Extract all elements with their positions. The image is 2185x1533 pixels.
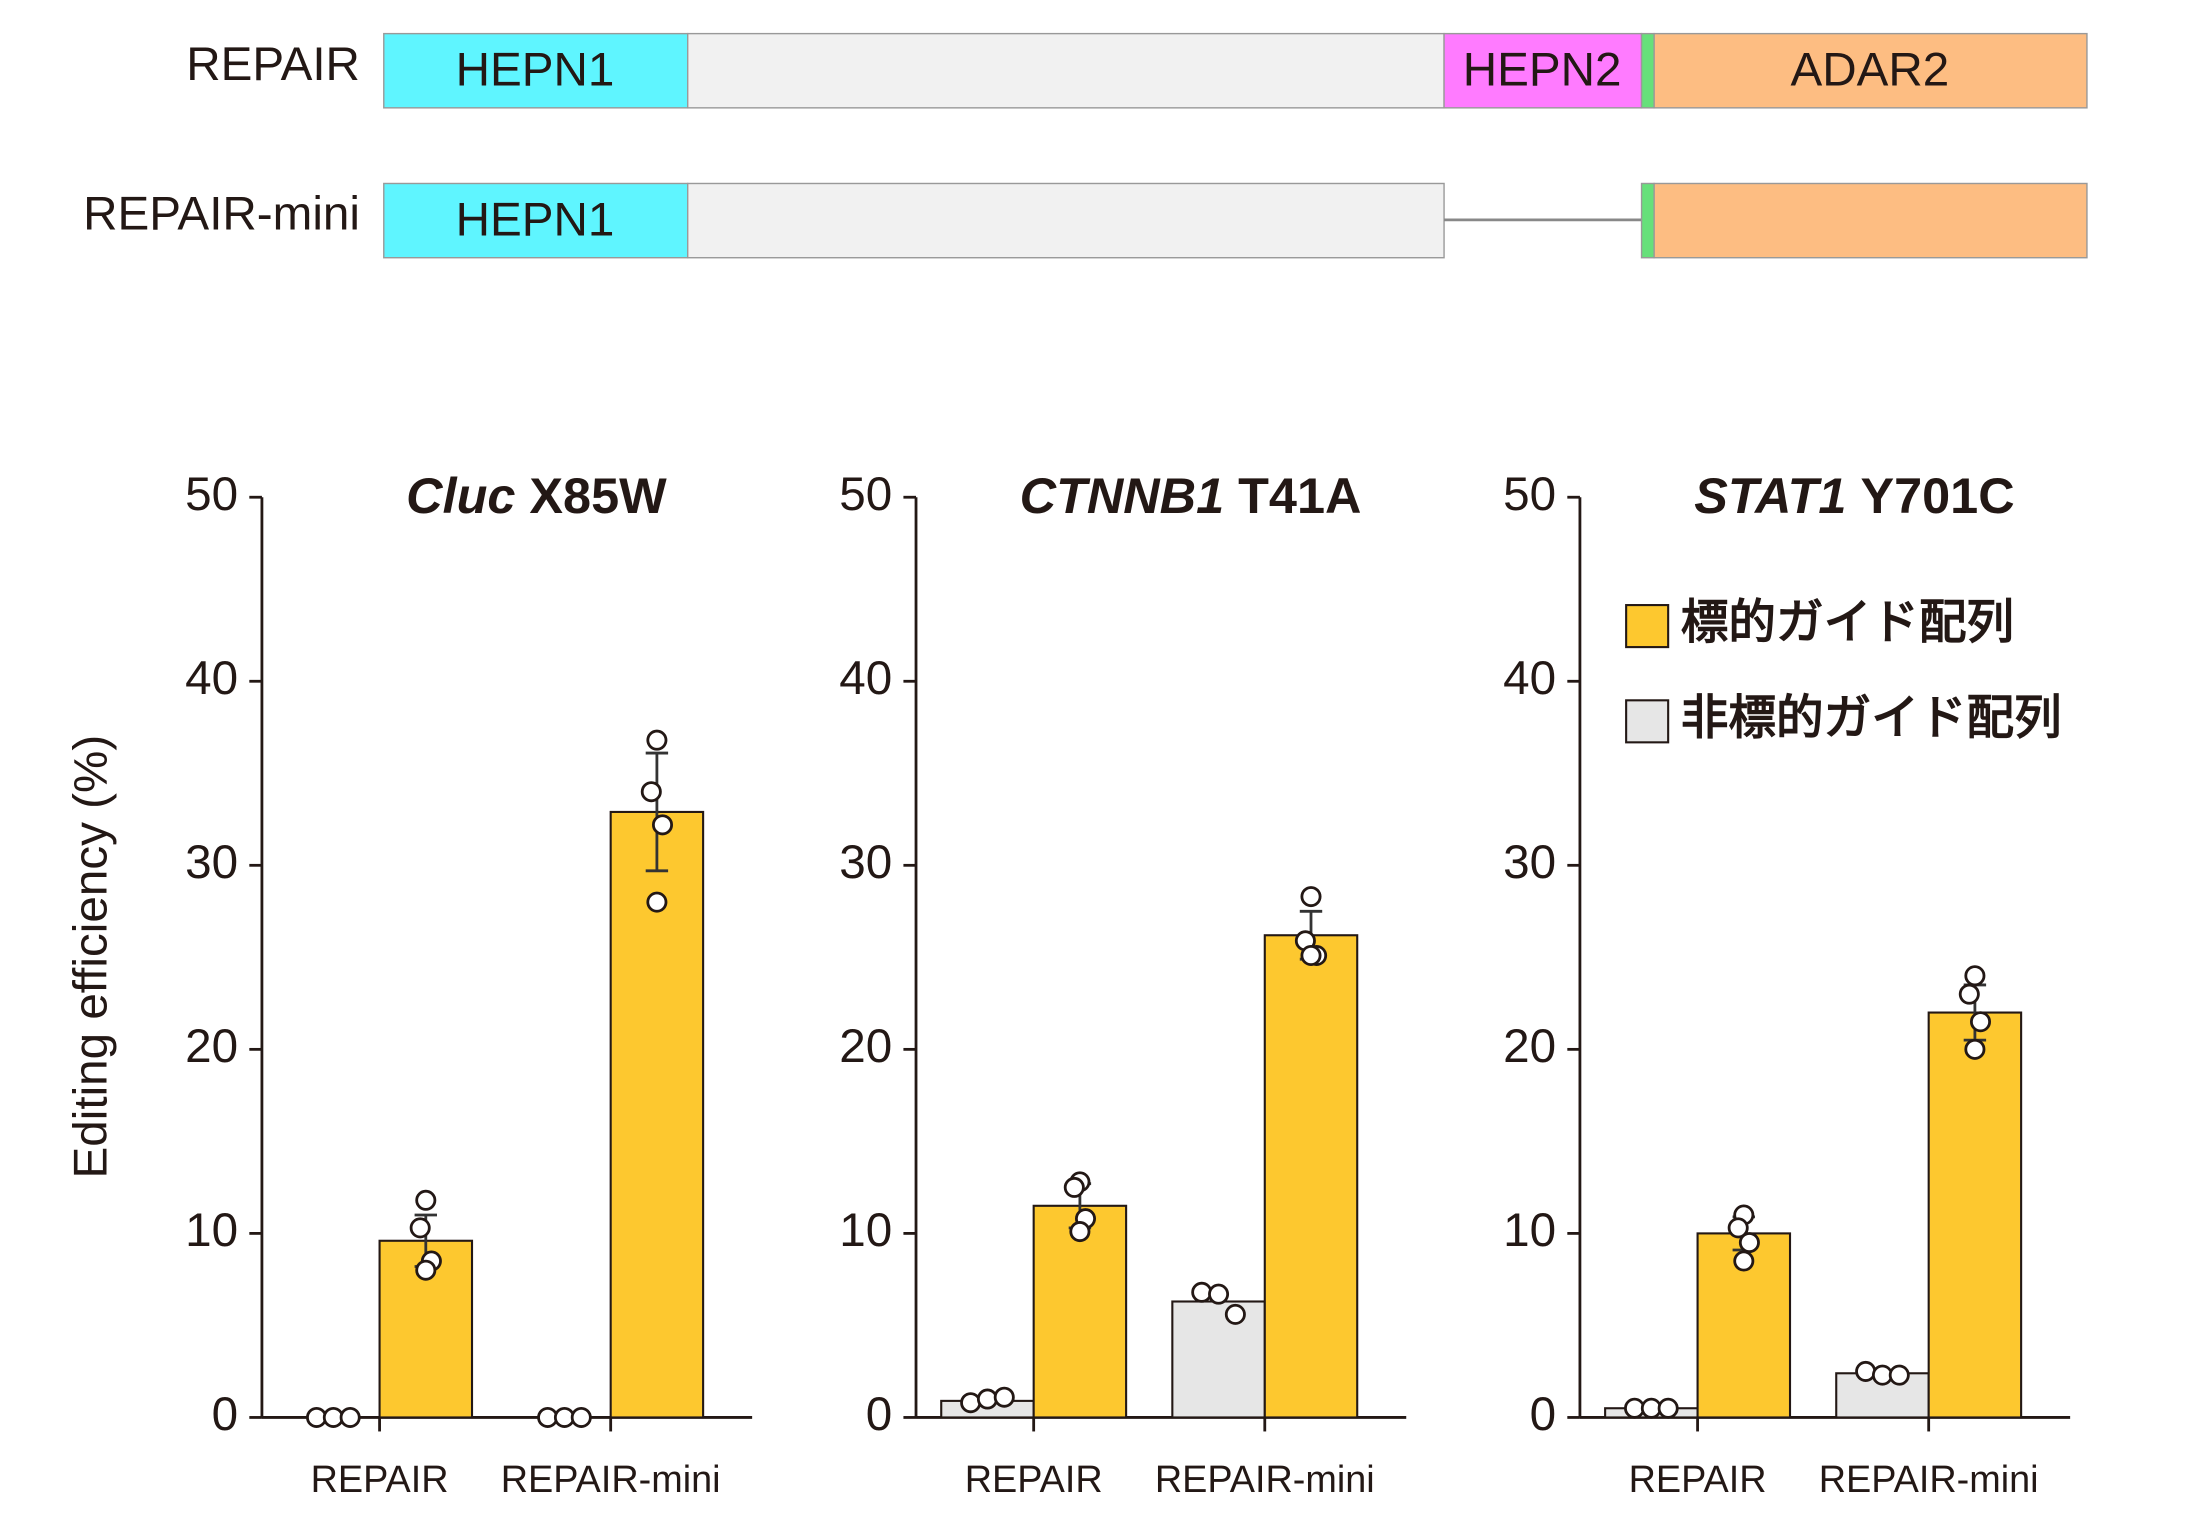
y-tick-label: 40 [1503,652,1556,705]
bar [1263,934,1359,1419]
data-point [1657,1397,1679,1419]
y-tick-label: 40 [185,652,238,705]
domain-diagram: REPAIR HEPN1 HEPN2 ADAR2 REPAIR-mini HEP… [83,32,2088,259]
domain [383,32,689,109]
data-point [1738,1232,1760,1254]
data-point [1300,944,1322,967]
data-point [993,1386,1015,1408]
legend-label: 標的ガイド配列 [1681,597,2014,650]
data-point [1069,1221,1091,1243]
domain [687,32,1445,109]
data-point [1191,1281,1213,1303]
domain [1653,32,2088,109]
linker [1640,182,1655,259]
y-tick-label: 0 [1530,1388,1556,1441]
domain-label: HEPN1 [456,193,615,246]
chart: Cluc X85W 0 10 20 30 40 50 REPAIR REPAIR-mini [185,467,753,1501]
data-point [646,729,668,751]
y-tick-label: 10 [185,1204,238,1257]
y-tick-label: 20 [185,1020,238,1073]
data-point [1063,1176,1085,1198]
chart-title: STAT1 Y701C [1694,467,2014,524]
data-point [1970,1011,1992,1033]
x-tick-label: REPAIR [1629,1459,1767,1501]
data-point [1733,1250,1755,1272]
domain-label: HEPN2 [1463,43,1622,96]
data-point [415,1259,437,1281]
data-point [1958,983,1980,1005]
domain-label: ADAR2 [1790,43,1949,96]
y-tick-label: 30 [839,836,892,889]
domain [1653,182,2088,259]
data-point [1224,1303,1246,1325]
title-site: Y701C [1860,467,2014,524]
chart-title: CTNNB1 T41A [1020,467,1362,524]
linker [1640,32,1655,109]
x-tick-label: REPAIR-mini [1155,1459,1375,1501]
data-point [976,1388,998,1410]
data-point [409,1217,431,1239]
legend-label: 非標的ガイド配列 [1681,692,2062,745]
data-point [1855,1360,1877,1382]
domain [1443,32,1643,109]
data-point [570,1406,592,1428]
title-site: X85W [529,467,667,524]
title-gene: Cluc [406,467,515,524]
y-tick-label: 50 [1503,468,1556,521]
chart: CTNNB1 T41A 0 10 20 30 40 50 REPAIR REPAIR-mini [839,467,1407,1501]
y-tick-label: 40 [839,652,892,705]
chart-title: Cluc X85W [406,467,667,524]
data-point [640,781,662,803]
data-point [1300,886,1322,908]
data-point [1964,965,1986,987]
chart: STAT1 Y701C 0 10 20 30 40 50 REPAIR REPAIR-mini 標… [1503,467,2071,1501]
data-point [415,1189,437,1211]
y-tick-label: 10 [839,1204,892,1257]
data-point [1964,1038,1986,1060]
domain [383,182,689,259]
y-axis-label: Editing efficiency (%) [64,735,117,1179]
bar [1171,1300,1266,1419]
data-point [339,1406,361,1428]
x-tick-label: REPAIR [311,1459,449,1501]
bar [609,810,705,1419]
domain [687,182,1445,259]
x-tick-label: REPAIR [965,1459,1103,1501]
data-point [651,814,674,836]
error-bar [645,751,669,873]
y-tick-label: 30 [1503,836,1556,889]
y-tick-label: 20 [839,1020,892,1073]
y-tick-label: 10 [1503,1204,1556,1257]
y-tick-label: 0 [212,1388,238,1441]
x-tick-label: REPAIR-mini [501,1459,721,1501]
title-site: T41A [1238,467,1361,524]
construct-name: REPAIR-mini [83,188,360,241]
legend-swatch [1625,604,1670,649]
y-tick-label: 50 [185,468,238,521]
y-tick-label: 20 [1503,1020,1556,1073]
bar [1927,1011,2023,1419]
data-point [646,891,668,913]
data-point [1208,1283,1230,1305]
y-tick-label: 50 [839,468,892,521]
data-point [1888,1364,1910,1386]
y-tick-label: 30 [185,836,238,889]
y-tick-label: 0 [866,1388,892,1441]
domain-label: HEPN1 [456,43,615,96]
bar [1696,1232,1792,1419]
data-point [960,1392,982,1414]
x-tick-label: REPAIR-mini [1819,1459,2039,1501]
title-gene: STAT1 [1694,467,1846,524]
legend-swatch [1625,699,1670,744]
construct-name: REPAIR [186,38,360,91]
title-gene: CTNNB1 [1020,467,1224,524]
data-point [1727,1217,1749,1239]
